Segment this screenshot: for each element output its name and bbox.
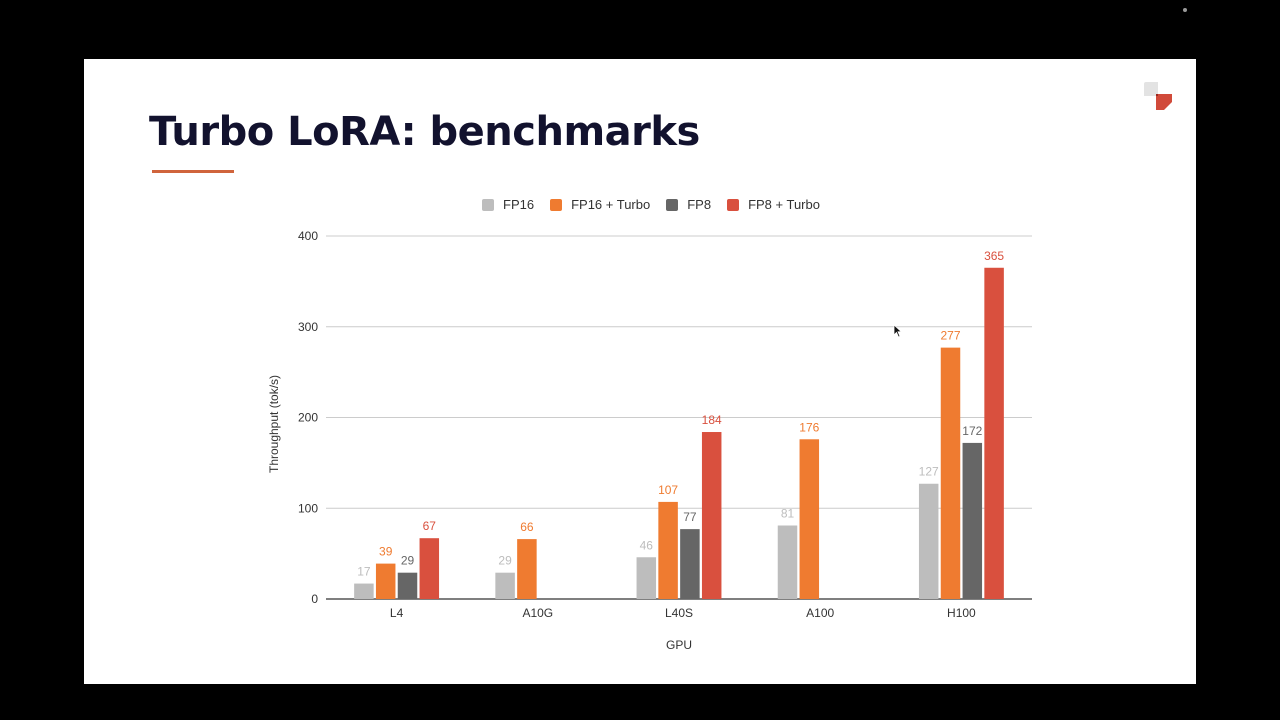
bar — [495, 572, 515, 599]
title-underline — [152, 170, 234, 173]
data-label: 29 — [498, 554, 512, 568]
bar — [419, 538, 440, 599]
data-label: 66 — [520, 520, 534, 534]
logo-dark-shape — [1156, 94, 1158, 96]
slide-title: Turbo LoRA: benchmarks — [149, 109, 700, 155]
legend-swatch — [727, 198, 740, 211]
x-tick-label: L4 — [390, 606, 404, 620]
data-label: 67 — [423, 519, 437, 533]
legend-label: FP16 + Turbo — [571, 197, 651, 212]
legend-label: FP16 — [503, 197, 535, 212]
data-label: 277 — [940, 329, 960, 343]
bar — [658, 501, 678, 599]
x-tick-label: A10G — [522, 606, 553, 620]
logo-light-shape — [1144, 82, 1158, 96]
data-label: 365 — [984, 249, 1004, 263]
legend-swatch — [666, 198, 679, 211]
data-label: 17 — [357, 565, 371, 579]
data-label: 127 — [919, 465, 939, 479]
data-label: 184 — [702, 413, 722, 427]
legend-item: FP16 — [482, 197, 534, 212]
chart-legend: FP16 FP16 + Turbo FP8 FP8 + Turbo — [482, 197, 836, 212]
legend-label: FP8 — [687, 197, 712, 212]
bar — [962, 442, 983, 599]
y-tick-label: 300 — [298, 320, 318, 334]
y-tick-label: 200 — [298, 411, 318, 425]
company-logo — [1144, 82, 1172, 110]
y-tick-label: 400 — [298, 229, 318, 243]
y-tick-label: 100 — [298, 501, 318, 515]
bar — [397, 572, 418, 599]
bar — [940, 347, 961, 599]
bar — [517, 539, 537, 599]
data-label: 172 — [962, 424, 982, 438]
y-tick-label: 0 — [311, 592, 318, 606]
bar — [636, 557, 657, 599]
data-label: 39 — [379, 545, 393, 559]
bar — [984, 267, 1004, 599]
x-tick-label: H100 — [947, 606, 976, 620]
data-label: 46 — [640, 538, 654, 552]
mouse-cursor-icon — [893, 324, 903, 338]
legend-item: FP8 + Turbo — [727, 197, 820, 212]
bar — [354, 583, 374, 599]
legend-item: FP8 — [666, 197, 711, 212]
bar — [680, 529, 700, 599]
legend-item: FP16 + Turbo — [550, 197, 650, 212]
x-axis-title: GPU — [666, 638, 692, 652]
data-label: 81 — [781, 506, 795, 520]
bar — [375, 563, 396, 599]
data-label: 176 — [799, 420, 819, 434]
x-tick-label: A100 — [806, 606, 834, 620]
x-tick-label: L40S — [665, 606, 693, 620]
logo-red-shape — [1156, 94, 1172, 110]
legend-swatch — [482, 198, 494, 211]
data-label: 77 — [683, 510, 697, 524]
bar — [777, 525, 798, 599]
bar — [918, 483, 939, 599]
bar — [701, 432, 722, 599]
legend-label: FP8 + Turbo — [748, 197, 820, 212]
y-axis-title: Throughput (tok/s) — [267, 375, 281, 473]
window-indicator-dot — [1183, 8, 1187, 12]
bar — [799, 439, 820, 599]
data-label: 29 — [401, 554, 415, 568]
legend-swatch — [550, 198, 563, 211]
data-label: 107 — [658, 483, 678, 497]
